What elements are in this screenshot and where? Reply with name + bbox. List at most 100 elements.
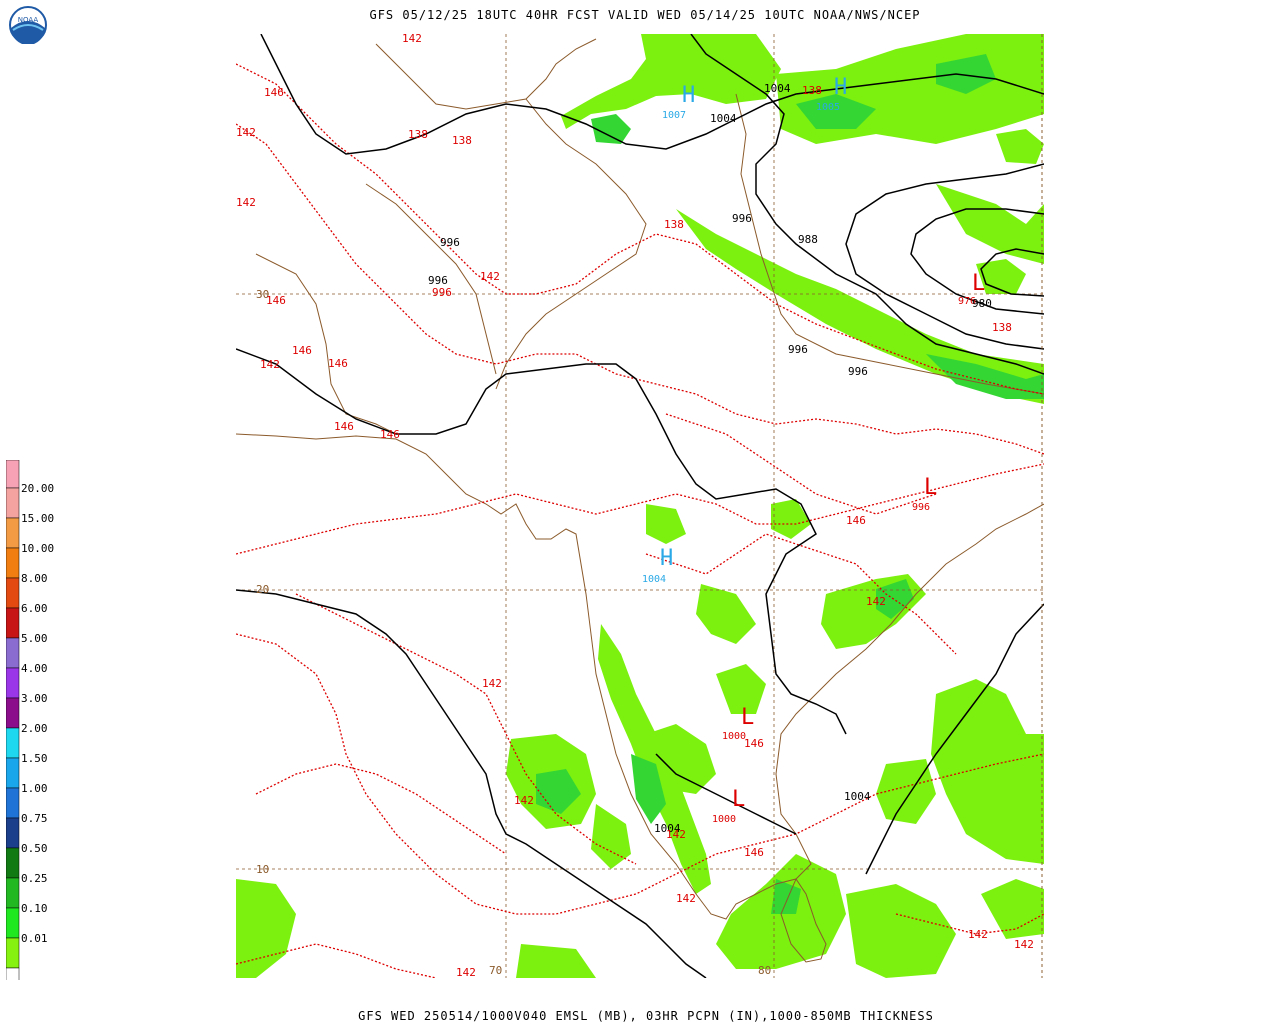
chart-footer: GFS WED 250514/1000V040 EMSL (MB), 03HR …	[358, 1009, 934, 1023]
thickness-label: 142	[260, 358, 280, 371]
isobar-label: 996	[732, 212, 752, 225]
high-value: 1004	[642, 574, 666, 585]
legend-label: 1.00	[21, 782, 48, 795]
legend-swatch	[6, 637, 20, 669]
low-value: 976	[958, 296, 976, 307]
logo-text: NOAA	[18, 16, 39, 24]
isobar-label: 980	[972, 297, 992, 310]
thickness-label: 142	[1014, 938, 1034, 951]
legend-swatch	[6, 757, 20, 789]
legend-label: 4.00	[21, 662, 48, 675]
legend-label: 20.00	[21, 482, 54, 495]
thickness-label: 138	[664, 218, 684, 231]
thickness-label: 138	[802, 84, 822, 97]
legend-swatch	[6, 907, 20, 939]
isobar-label: 988	[798, 233, 818, 246]
thickness-label: 146	[264, 86, 284, 99]
legend-swatch	[6, 967, 20, 980]
thickness-label: 146	[328, 357, 348, 370]
isobar-label: 996	[428, 274, 448, 287]
legend-label: 5.00	[21, 632, 48, 645]
grid-labels: 30 20 10 70 80	[256, 288, 771, 977]
thickness-label: 142	[480, 270, 500, 283]
legend-swatch	[6, 667, 20, 699]
coastlines-borders	[236, 38, 1044, 963]
low-value: 996	[912, 502, 930, 513]
high-letter: H	[682, 83, 695, 108]
legend-swatch	[6, 847, 20, 879]
legend-label: 0.25	[21, 872, 48, 885]
isobar-label: 996	[788, 343, 808, 356]
isobar-label: 996	[848, 365, 868, 378]
thickness-label: 146	[334, 420, 354, 433]
thickness-label: 146	[744, 846, 764, 859]
legend-swatch	[6, 460, 20, 489]
thickness-label: 142	[514, 794, 534, 807]
high-pressure-centers: H 1007 H 1005 H 1004	[642, 75, 847, 585]
legend-label: 8.00	[21, 572, 48, 585]
thickness-labels: 142 146 142 138 138 138 142 142 146 146 …	[236, 34, 1034, 978]
legend-label: 1.50	[21, 752, 48, 765]
low-letter: L	[732, 787, 745, 812]
thickness-label: 146	[292, 344, 312, 357]
legend-swatch	[6, 727, 20, 759]
low-letter: L	[972, 271, 985, 296]
thickness-label: 146	[744, 737, 764, 750]
high-letter: H	[660, 546, 673, 571]
precipitation-legend: 20.00 15.00 10.00 8.00 6.00 5.00 4.00 3.00 2.00 1…	[6, 460, 54, 980]
noaa-logo: NOAA	[9, 6, 47, 44]
thickness-label: 142	[866, 595, 886, 608]
lon-80-label: 80	[758, 964, 771, 977]
legend-label: 2.00	[21, 722, 48, 735]
chart-title: GFS 05/12/25 18UTC 40HR FCST VALID WED 0…	[369, 8, 921, 22]
lat-30-label: 30	[256, 288, 269, 301]
lon-70-label: 70	[489, 964, 502, 977]
isobar-label: 996	[440, 236, 460, 249]
thickness-label: 138	[452, 134, 472, 147]
isobars	[236, 34, 1044, 978]
thickness-label: 142	[456, 966, 476, 978]
legend-label: 3.00	[21, 692, 48, 705]
thickness-contours	[236, 63, 1044, 978]
isobar-label: 1004	[654, 822, 681, 835]
isobar-label: 1004	[710, 112, 737, 125]
isobar-label: 1004	[764, 82, 791, 95]
legend-label: 10.00	[21, 542, 54, 555]
thickness-label: 142	[666, 828, 686, 841]
legend-label: 0.75	[21, 812, 48, 825]
thickness-label: 138	[408, 128, 428, 141]
lat-20-label: 20	[256, 583, 269, 596]
legend-swatch	[6, 787, 20, 819]
legend-label: 0.50	[21, 842, 48, 855]
legend-label: 6.00	[21, 602, 48, 615]
forecast-map: 30 20 10 70 80 H 1007 H 1005 H 1004 L 97…	[236, 34, 1044, 978]
legend-swatch	[6, 577, 20, 609]
low-value: 1000	[722, 731, 746, 742]
legend-swatch	[6, 547, 20, 579]
thickness-label: 146	[266, 294, 286, 307]
thickness-label: 996	[432, 286, 452, 299]
legend-swatch	[6, 697, 20, 729]
low-pressure-centers: L 976 L 996 L 1000 L 1000	[712, 271, 985, 825]
thickness-label: 142	[676, 892, 696, 905]
high-value: 1005	[816, 102, 840, 113]
thickness-label: 142	[236, 196, 256, 209]
thickness-label: 138	[992, 321, 1012, 334]
thickness-label: 142	[402, 34, 422, 45]
thickness-label: 142	[236, 126, 256, 139]
high-letter: H	[834, 75, 847, 100]
legend-swatch	[6, 517, 20, 549]
legend-swatch	[6, 607, 20, 639]
high-value: 1007	[662, 110, 686, 121]
isobar-labels: 1004 1004 996 996 996 988 980 996 996 10…	[428, 82, 992, 835]
lat-10-label: 10	[256, 863, 269, 876]
thickness-label: 142	[968, 928, 988, 941]
thickness-label: 146	[380, 428, 400, 441]
legend-swatch	[6, 937, 20, 969]
legend-swatch	[6, 487, 20, 519]
legend-label: 0.10	[21, 902, 48, 915]
precipitation-heavier	[536, 54, 1044, 914]
legend-label: 0.01	[21, 932, 48, 945]
thickness-label: 142	[482, 677, 502, 690]
